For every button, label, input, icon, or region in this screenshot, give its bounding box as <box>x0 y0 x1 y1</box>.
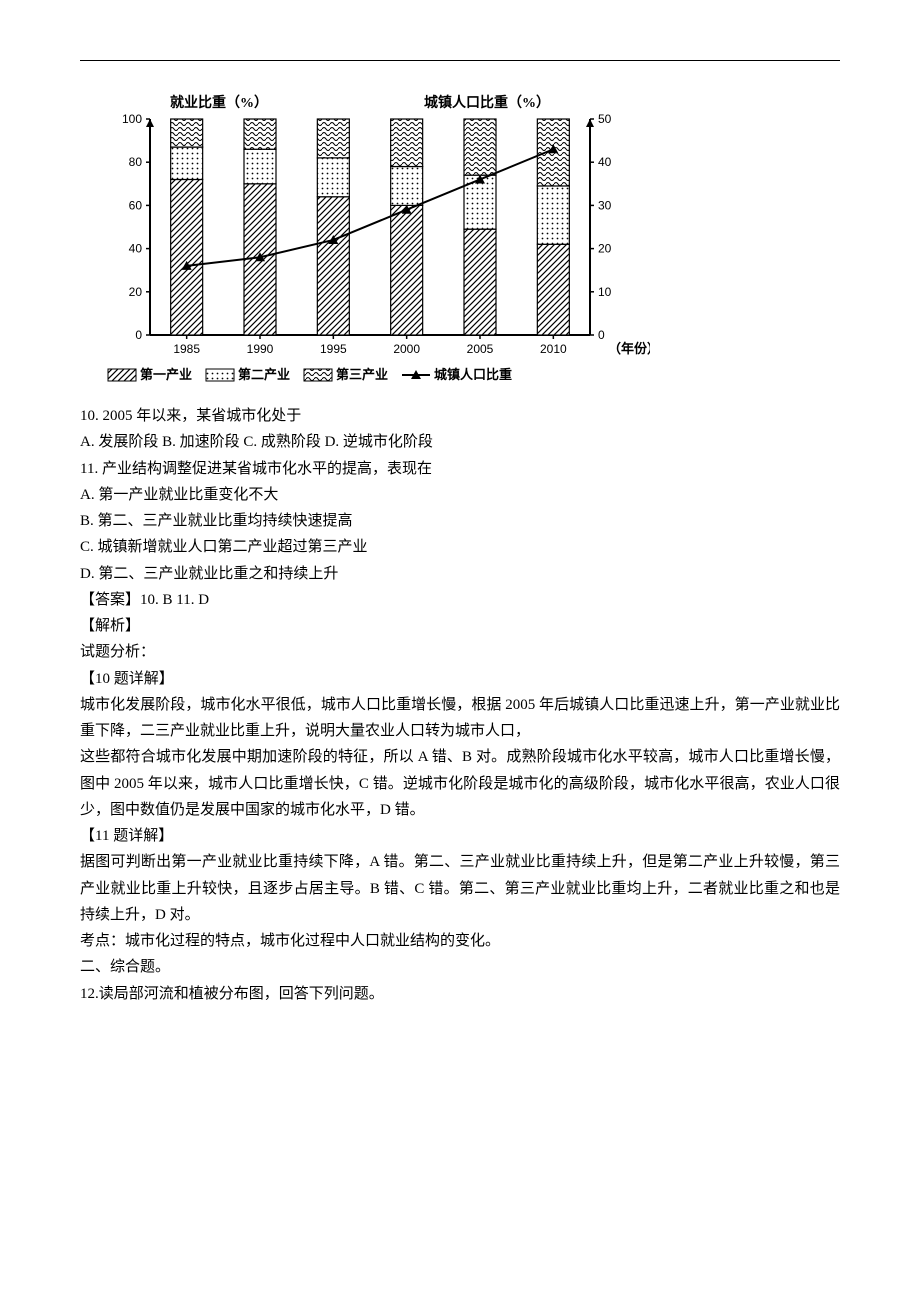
q10-detail-p2: 这些都符合城市化发展中期加速阶段的特征，所以 A 错、B 对。成熟阶段城市化水平… <box>80 744 840 823</box>
svg-text:就业比重（%）: 就业比重（%） <box>170 94 268 111</box>
q11-detail-head: 【11 题详解】 <box>80 823 840 849</box>
svg-text:1985: 1985 <box>173 342 200 356</box>
svg-text:城镇人口比重: 城镇人口比重 <box>434 367 512 382</box>
svg-text:40: 40 <box>129 242 143 256</box>
svg-text:20: 20 <box>598 242 612 256</box>
svg-text:第二产业: 第二产业 <box>238 367 290 382</box>
q11-optA: A. 第一产业就业比重变化不大 <box>80 482 840 508</box>
svg-text:100: 100 <box>122 112 142 126</box>
top-rule <box>80 60 840 61</box>
svg-text:（年份）: （年份） <box>608 341 650 356</box>
q10-options: A. 发展阶段 B. 加速阶段 C. 成熟阶段 D. 逆城市化阶段 <box>80 429 840 455</box>
q11-stem: 11. 产业结构调整促进某省城市化水平的提高，表现在 <box>80 456 840 482</box>
q11-optC: C. 城镇新增就业人口第二产业超过第三产业 <box>80 534 840 560</box>
q10-detail-p1: 城市化发展阶段，城市化水平很低，城市人口比重增长慢，根据 2005 年后城镇人口… <box>80 692 840 745</box>
section-2-heading: 二、综合题。 <box>80 954 840 980</box>
q11-optD: D. 第二、三产业就业比重之和持续上升 <box>80 561 840 587</box>
answers-line: 【答案】10. B 11. D <box>80 587 840 613</box>
svg-text:40: 40 <box>598 155 612 169</box>
chart-svg: 就业比重（%） 城镇人口比重（%） 0 20 40 60 80 100 0 10 20 30 40 50 1… <box>90 91 650 391</box>
q10-detail-head: 【10 题详解】 <box>80 666 840 692</box>
employment-urbanization-chart: 就业比重（%） 城镇人口比重（%） 0 20 40 60 80 100 0 10 20 30 40 50 1… <box>90 91 840 391</box>
svg-text:1995: 1995 <box>320 342 347 356</box>
svg-text:30: 30 <box>598 198 612 212</box>
svg-text:1990: 1990 <box>247 342 274 356</box>
svg-text:0: 0 <box>598 328 605 342</box>
q11-detail-p: 据图可判断出第一产业就业比重持续下降，A 错。第二、三产业就业比重持续上升，但是… <box>80 849 840 928</box>
jiexi-label: 【解析】 <box>80 613 840 639</box>
svg-text:第一产业: 第一产业 <box>140 367 192 382</box>
kaodian: 考点：城市化过程的特点，城市化过程中人口就业结构的变化。 <box>80 928 840 954</box>
svg-text:50: 50 <box>598 112 612 126</box>
svg-text:0: 0 <box>135 328 142 342</box>
q12-stem: 12.读局部河流和植被分布图，回答下列问题。 <box>80 981 840 1007</box>
svg-text:60: 60 <box>129 198 143 212</box>
document-page: 就业比重（%） 城镇人口比重（%） 0 20 40 60 80 100 0 10 20 30 40 50 1… <box>0 0 920 1302</box>
svg-text:10: 10 <box>598 285 612 299</box>
q11-optB: B. 第二、三产业就业比重均持续快速提高 <box>80 508 840 534</box>
shiti-fenxi: 试题分析： <box>80 639 840 665</box>
svg-text:2005: 2005 <box>467 342 494 356</box>
q10-stem: 10. 2005 年以来，某省城市化处于 <box>80 403 840 429</box>
svg-text:城镇人口比重（%）: 城镇人口比重（%） <box>424 94 550 111</box>
svg-text:80: 80 <box>129 155 143 169</box>
svg-text:2010: 2010 <box>540 342 567 356</box>
svg-text:20: 20 <box>129 285 143 299</box>
svg-text:2000: 2000 <box>393 342 420 356</box>
svg-text:第三产业: 第三产业 <box>336 367 388 382</box>
